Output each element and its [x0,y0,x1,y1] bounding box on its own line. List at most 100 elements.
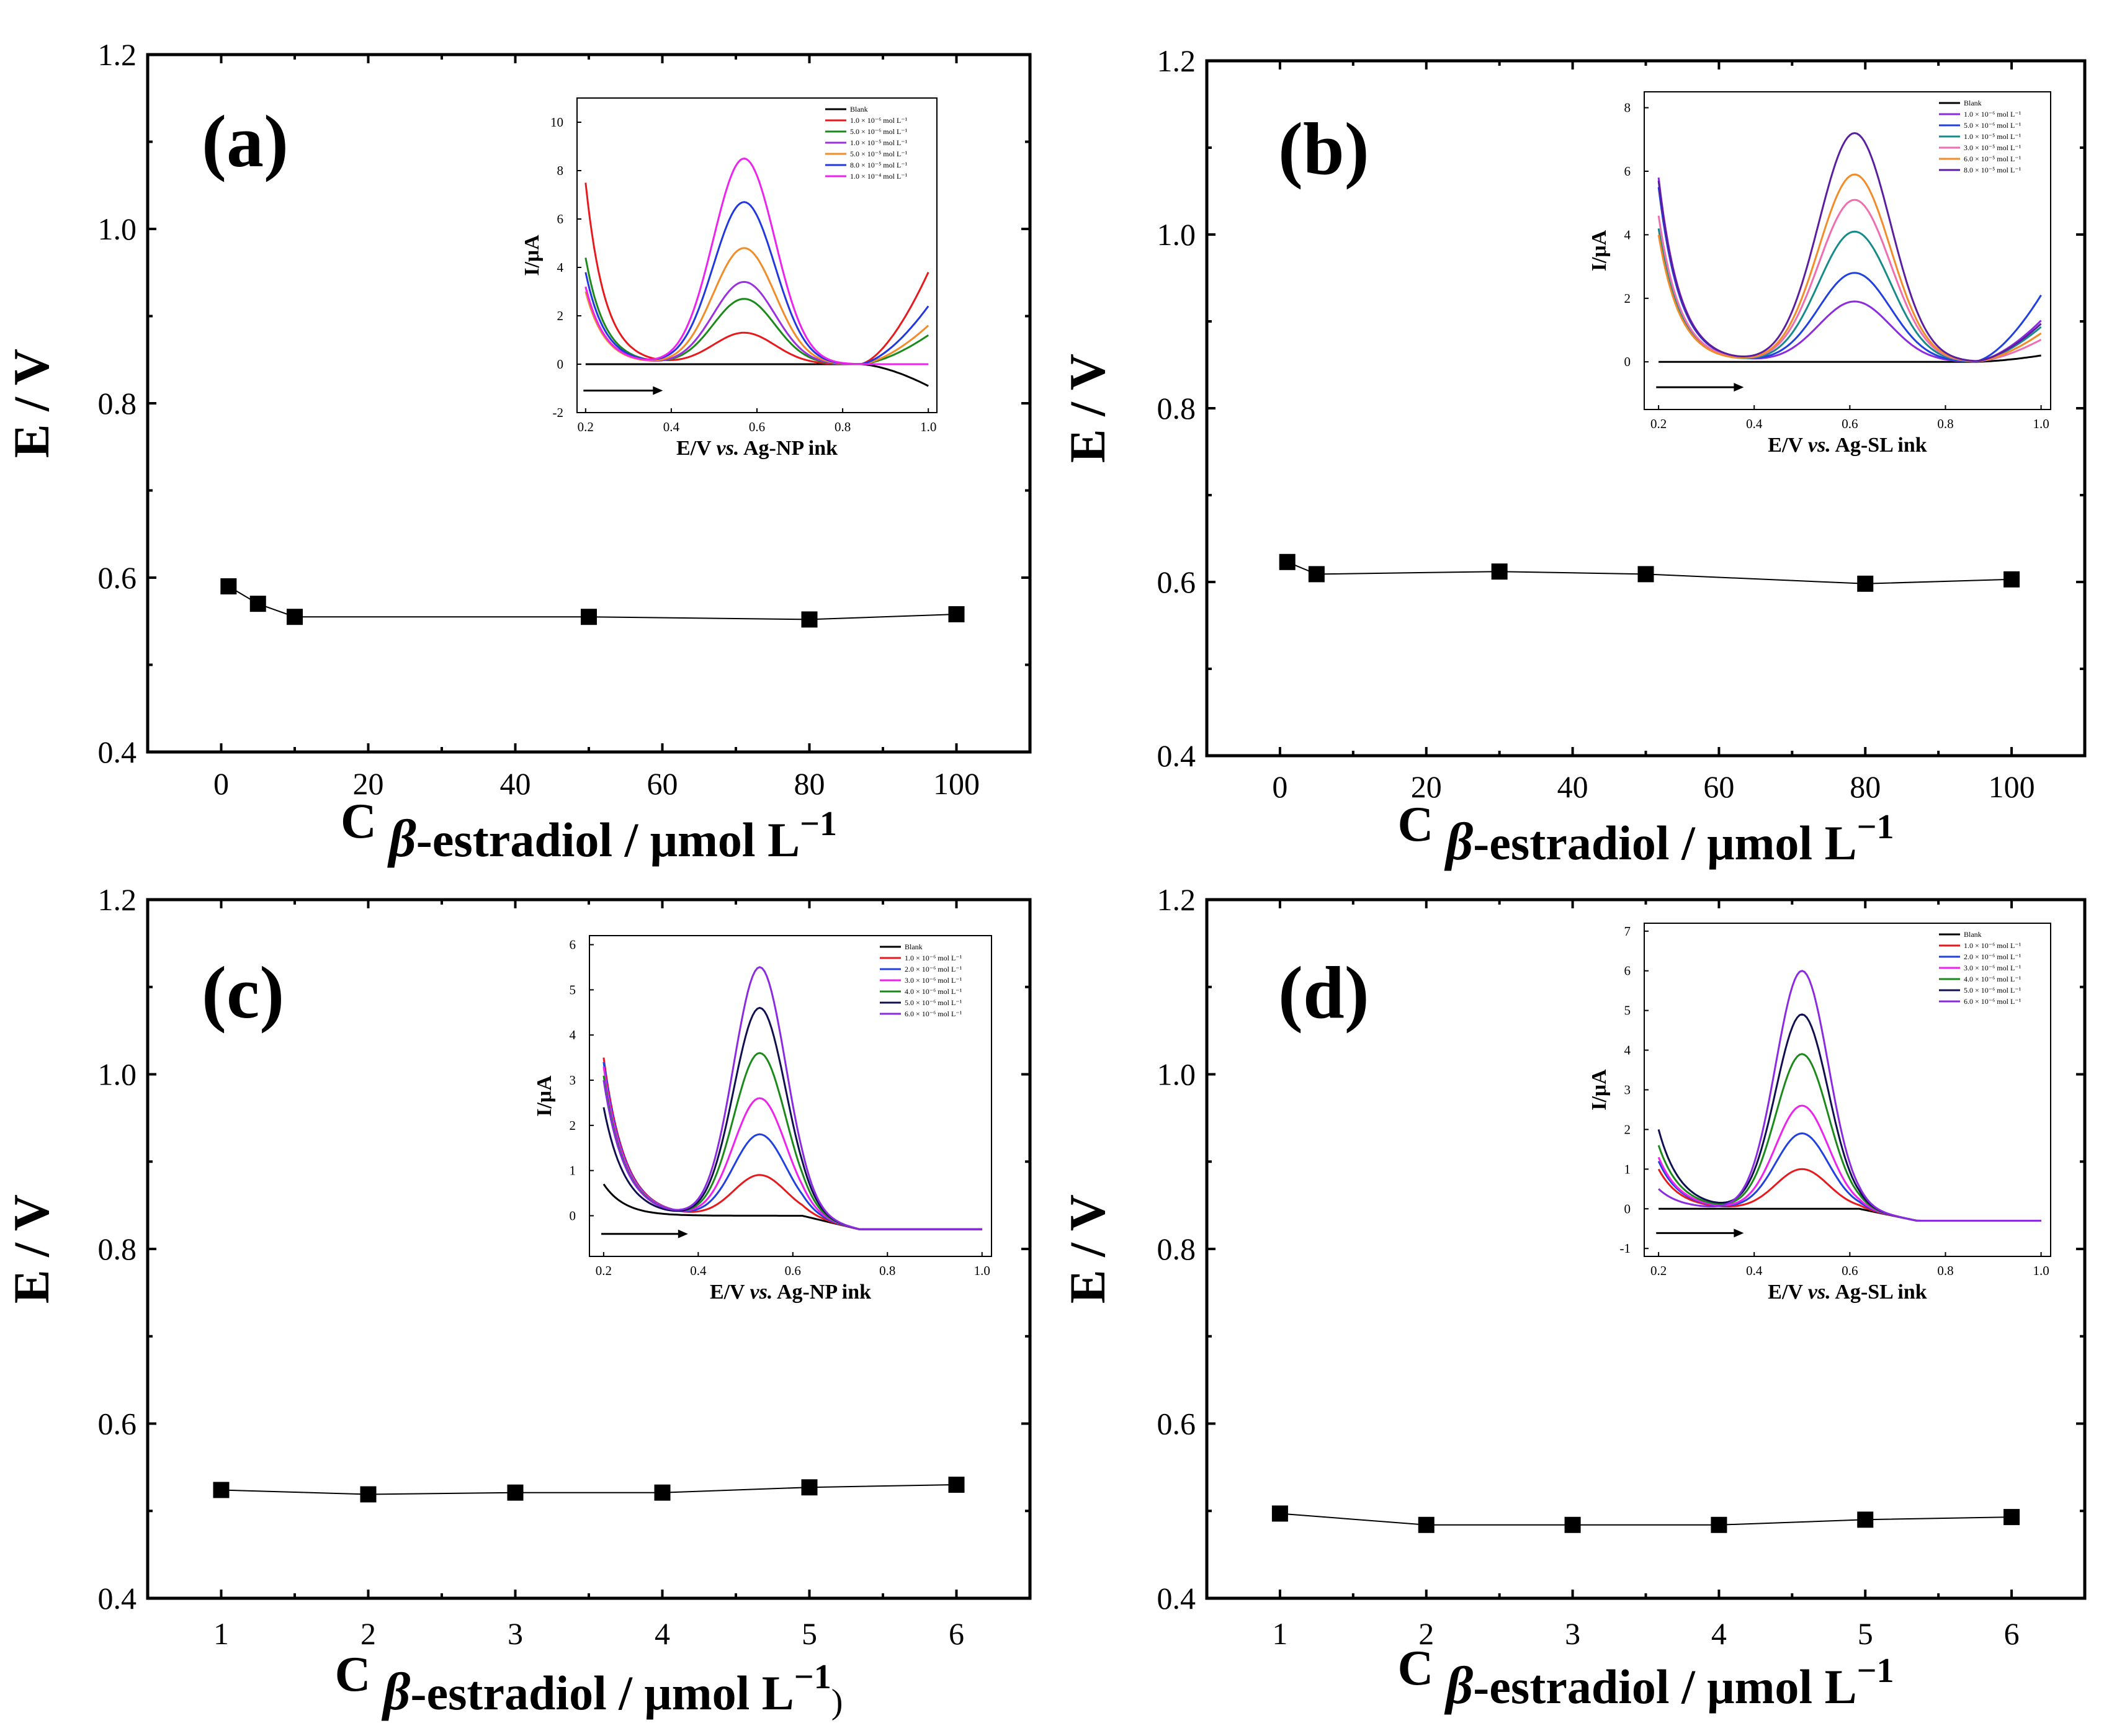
x-tick-label: 6 [2004,1616,2020,1651]
x-tick-label: 1 [1272,1616,1287,1651]
legend-label: 1.0 × 10⁻⁶ mol L⁻¹ [1964,941,2021,950]
inset-0: -2 0 2 4 6 8 10 0.2 0.4 0.6 0.8 1.0 Blank 1.0 × 10⁻⁶ … [521,97,938,460]
x-axis-title: C β-estradiol / μmol L−1 [1397,1641,1894,1715]
inset-curve [1658,970,2041,1222]
x-title-superscript: −1 [1857,1652,1894,1690]
panel-label: (d) [1278,951,1369,1034]
legend-label: 1.0 × 10⁻⁵ mol L⁻¹ [850,138,908,147]
x-title-symbol: β [1444,1655,1473,1715]
inset-y-tick-label: 8 [1624,101,1631,115]
inset-curve [1657,132,2042,362]
legend-label: 5.0 × 10⁻⁶ mol L⁻¹ [1964,986,2021,995]
inset-x-tick-label: 0.6 [785,1263,801,1278]
panel-1: 0.40.60.81.01.20 20 40 60 80 100(b)E / VC β-e… [1059,43,2087,871]
inset-x-title-pre: E/V [1768,1281,1808,1304]
series-line [221,1484,957,1495]
inset-y-tick-label: -2 [553,405,564,420]
data-point [213,1482,230,1498]
data-point [2003,571,2020,588]
panel-3: 0.4 0.6 0.8 1.0 1.2 1 2 3 4 5 6 (d) E / V C β-estradi… [1059,882,2087,1715]
x-title-prefix: C [335,1647,383,1702]
legend-label: 1.0 × 10⁻⁵ mol L⁻¹ [1964,132,2021,141]
inset-x-tick-label: 1.0 [2033,1263,2049,1278]
panel-0: 0.40.60.81.01.20 20 40 60 80 100(a)E / VC β-e… [3,37,1032,868]
arrow-head [1734,383,1744,392]
y-tick-label: 0.4 [1157,738,1196,773]
data-point [220,578,237,595]
inset-y-axis-title: I/μA [533,1075,556,1117]
x-title-symbol: β [387,808,416,868]
y-axis-title: E / V [3,349,60,458]
y-tick-label: 1.2 [98,882,137,917]
inset-y-tick-label: 7 [1624,924,1631,939]
legend-label: Blank [1964,930,1982,939]
legend-label: 4.0 × 10⁻⁶ mol L⁻¹ [905,987,962,996]
legend-label: Blank [905,942,923,951]
x-tick-label: 80 [1850,769,1881,804]
x-title-prefix: C [1397,1641,1446,1696]
data-point [1564,1516,1581,1533]
x-title-suffix: ) [831,1683,843,1721]
inset-x-title-vs: vs. [1808,1281,1831,1304]
y-tick-label: 0.4 [98,735,137,769]
x-tick-label: 5 [802,1616,817,1651]
inset-y-tick-label: 2 [1624,1122,1631,1137]
inset-y-tick-label: 6 [570,937,576,952]
arrow-head [1734,1228,1744,1238]
inset-y-tick-label: 0 [1624,1201,1631,1216]
inset-x-tick-label: 0.4 [1746,1263,1763,1278]
data-point [360,1486,377,1503]
inset-y-tick-label: 2 [570,1118,576,1133]
inset-x-title-vs: vs. [717,437,740,460]
data-point [249,596,266,612]
x-axis-title: C β-estradiol / μmol L−1) [335,1647,843,1721]
inset-x-tick-label: 0.6 [1842,416,1858,431]
inset-x-tick-label: 0.8 [879,1263,895,1278]
y-tick-label: 0.8 [98,386,137,421]
y-tick-label: 0.8 [1157,1232,1196,1266]
panel-2: 0.4 0.6 0.8 1.0 1.2 1 2 3 4 5 6 (c) E / V C β-estradi… [3,882,1032,1721]
inset-y-tick-label: 4 [1624,227,1631,242]
inset-curve [602,966,982,1230]
x-tick-label: 20 [1411,769,1442,804]
inset-x-tick-label: 0.4 [690,1263,707,1278]
data-point [1271,1505,1288,1522]
inset-x-title-pre: E/V [1768,434,1808,457]
data-point [1308,566,1325,583]
x-tick-label: 40 [500,766,531,801]
y-tick-label: 1.2 [1157,882,1196,917]
legend-label: 2.0 × 10⁻⁶ mol L⁻¹ [905,965,962,973]
legend-label: 5.0 × 10⁻⁶ mol L⁻¹ [905,998,962,1007]
x-tick-label: 4 [1711,1616,1727,1651]
data-point [1279,553,1296,570]
data-point [507,1484,524,1501]
x-tick-label: 4 [655,1616,670,1651]
x-title-rest: -estradiol / μmol L [416,813,800,867]
x-tick-label: 2 [360,1616,376,1651]
inset-x-tick-label: 0.8 [1937,1263,1953,1278]
x-title-superscript: −1 [794,1658,831,1696]
inset-x-tick-label: 0.6 [749,419,765,434]
data-point [1857,1511,1874,1528]
inset-x-title-pre: E/V [676,437,717,460]
panel-label: (b) [1278,107,1369,190]
inset-curve [584,182,929,365]
inset-x-axis-title: E/V vs. Ag-SL ink [1768,1281,1927,1304]
inset-curve [585,363,929,387]
x-tick-label: 100 [1989,769,2035,804]
arrow-head [653,386,663,395]
x-tick-label: 3 [508,1616,523,1651]
legend-label: 2.0 × 10⁻⁶ mol L⁻¹ [1964,952,2021,961]
x-tick-label: 5 [1858,1616,1873,1651]
legend-label: 3.0 × 10⁻⁶ mol L⁻¹ [1964,964,2021,972]
y-tick-label: 0.6 [1157,1407,1196,1441]
panel-label: (a) [202,100,289,182]
x-title-prefix: C [1397,797,1446,852]
legend-label: 3.0 × 10⁻⁶ mol L⁻¹ [905,976,962,985]
inset-y-tick-label: 5 [570,982,576,997]
legend-label: Blank [850,105,868,114]
inset-x-title-post: Ag-NP ink [739,437,838,460]
legend-label: 5.0 × 10⁻⁵ mol L⁻¹ [850,150,908,158]
legend-label: 1.0 × 10⁻⁶ mol L⁻¹ [850,116,908,125]
